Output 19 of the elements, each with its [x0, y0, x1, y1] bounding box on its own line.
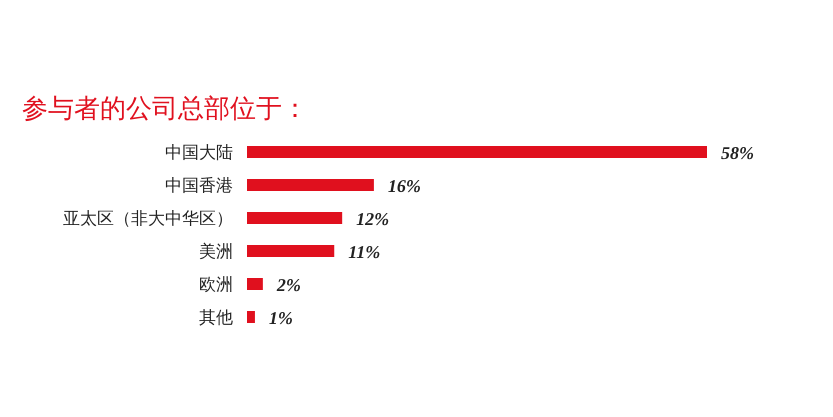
y-tick-label: 中国香港 [165, 176, 233, 196]
data-label: 12% [356, 209, 390, 229]
bar [247, 245, 334, 257]
y-tick-label: 其他 [199, 308, 233, 328]
bar [247, 146, 707, 158]
data-label: 58% [721, 143, 754, 163]
y-tick-label: 欧洲 [199, 275, 233, 295]
y-tick-label: 中国大陆 [165, 143, 233, 163]
y-tick-label: 亚太区（非大中华区） [63, 209, 233, 229]
chart-title: 参与者的公司总部位于： [22, 94, 308, 124]
data-label: 11% [348, 242, 380, 262]
data-label: 2% [276, 275, 301, 295]
data-label: 16% [388, 176, 421, 196]
bar [247, 278, 263, 290]
bar [247, 311, 255, 323]
bar [247, 212, 342, 224]
bar [247, 179, 374, 191]
data-label: 1% [268, 308, 293, 328]
y-tick-label: 美洲 [199, 242, 233, 262]
